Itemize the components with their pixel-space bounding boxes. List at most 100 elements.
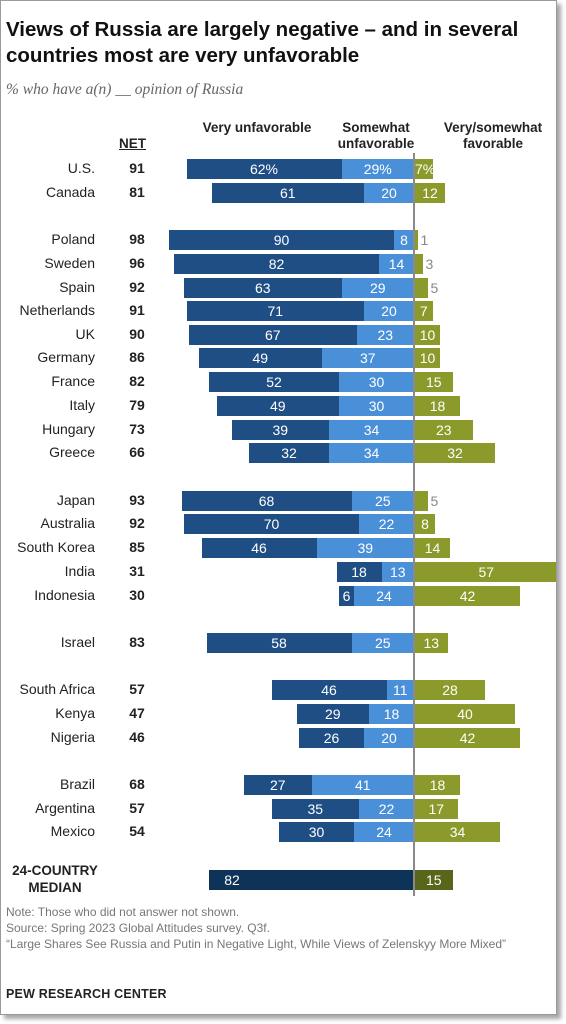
bar-favorable <box>415 278 428 298</box>
label-favorable: 13 <box>423 635 440 651</box>
bar-very-unfavorable <box>201 538 317 558</box>
label-somewhat-unfavorable: 23 <box>377 327 394 343</box>
country-label: Germany <box>37 349 95 365</box>
label-somewhat-unfavorable: 30 <box>368 374 385 390</box>
net-value: 57 <box>129 681 145 697</box>
bar-somewhat-unfavorable <box>341 278 414 298</box>
label-somewhat-unfavorable: 25 <box>374 493 391 509</box>
country-label: France <box>51 373 95 389</box>
country-label: Argentina <box>35 800 95 816</box>
label-somewhat-unfavorable: 22 <box>378 516 395 532</box>
label-very-unfavorable: 39 <box>272 422 289 438</box>
label-somewhat-unfavorable: 29 <box>369 280 386 296</box>
label-somewhat-unfavorable: 30 <box>368 398 385 414</box>
label-somewhat-unfavorable: 24 <box>376 588 392 604</box>
chart-notes: Note: Those who did not answer not shown… <box>6 904 551 952</box>
header-very-unfavorable: Very unfavorable <box>202 120 312 135</box>
country-label: Netherlands <box>19 302 96 318</box>
country-label: Poland <box>51 231 95 247</box>
label-somewhat-unfavorable: 37 <box>359 350 376 366</box>
header-net: NET <box>119 136 146 151</box>
bar-somewhat-unfavorable <box>339 396 414 416</box>
bar-very-unfavorable <box>181 491 352 511</box>
label-favorable: 10 <box>419 350 436 366</box>
country-label: Indonesia <box>34 587 95 603</box>
label-median-favorable: 15 <box>425 872 442 888</box>
label-very-unfavorable: 30 <box>308 824 325 840</box>
note-text: Note: Those who did not answer not shown… <box>6 905 240 919</box>
label-very-unfavorable: 90 <box>273 232 290 248</box>
header-favorable: Very/somewhat favorable <box>443 120 543 151</box>
net-value: 31 <box>129 563 145 579</box>
bar-somewhat-unfavorable <box>379 254 414 274</box>
bar-favorable <box>415 348 440 368</box>
label-very-unfavorable: 46 <box>251 540 267 556</box>
bar-favorable <box>415 159 433 179</box>
label-somewhat-unfavorable: 18 <box>383 706 400 722</box>
label-favorable: 7% <box>415 161 436 177</box>
country-label: Brazil <box>59 776 95 792</box>
label-very-unfavorable: 49 <box>269 398 286 414</box>
bar-somewhat-unfavorable <box>364 728 414 748</box>
bar-somewhat-unfavorable <box>354 822 414 842</box>
bar-favorable <box>415 325 440 345</box>
label-favorable: 14 <box>424 540 441 556</box>
net-value: 66 <box>129 444 145 460</box>
label-very-unfavorable: 18 <box>351 564 367 580</box>
chart-subtitle: % who have a(n) __ opinion of Russia <box>6 81 244 98</box>
bar-somewhat-unfavorable <box>311 775 414 795</box>
bar-somewhat-unfavorable <box>369 704 414 724</box>
bar-very-unfavorable <box>271 680 387 700</box>
bar-very-unfavorable <box>199 348 322 368</box>
label-favorable: 8 <box>421 516 429 532</box>
country-label: UK <box>75 326 95 342</box>
country-label: India <box>64 563 95 579</box>
bar-very-unfavorable <box>184 278 342 298</box>
label-very-unfavorable: 82 <box>268 256 285 272</box>
label-very-unfavorable: 67 <box>264 327 281 343</box>
bar-somewhat-unfavorable <box>386 680 414 700</box>
label-somewhat-unfavorable: 11 <box>392 682 408 698</box>
country-label: Hungary <box>42 421 95 437</box>
label-somewhat-unfavorable: 25 <box>374 635 391 651</box>
net-value: 90 <box>129 326 145 342</box>
bar-favorable <box>415 538 450 558</box>
bar-favorable <box>415 301 433 321</box>
label-favorable: 42 <box>459 588 476 604</box>
bar-median-unfavorable <box>209 870 414 890</box>
bar-very-unfavorable <box>174 254 379 274</box>
bar-very-unfavorable <box>216 396 339 416</box>
net-value: 79 <box>129 397 145 413</box>
bar-favorable <box>415 491 428 511</box>
bar-somewhat-unfavorable <box>364 301 414 321</box>
country-label: Canada <box>45 184 95 200</box>
bar-favorable <box>415 799 458 819</box>
bar-very-unfavorable <box>209 372 339 392</box>
country-label: U.S. <box>67 160 95 176</box>
label-very-unfavorable: 32 <box>281 445 297 461</box>
pew-logo-text: PEW RESEARCH CENTER <box>6 987 167 1001</box>
header-somewhat-unfavorable: Somewhat unfavorable <box>337 120 415 151</box>
label-somewhat-unfavorable: 20 <box>381 185 397 201</box>
label-somewhat-unfavorable: 13 <box>389 564 406 580</box>
bar-very-unfavorable <box>244 775 312 795</box>
country-label: Italy <box>69 397 95 413</box>
bar-very-unfavorable <box>189 325 357 345</box>
bar-favorable <box>415 728 520 748</box>
bar-somewhat-unfavorable <box>341 159 414 179</box>
label-favorable: 23 <box>435 422 452 438</box>
bar-favorable <box>415 822 500 842</box>
bar-somewhat-unfavorable <box>351 491 414 511</box>
bar-very-unfavorable <box>271 799 359 819</box>
net-value: 85 <box>129 539 145 555</box>
chart-frame: Views of Russia are largely negative – a… <box>0 0 557 1015</box>
label-very-unfavorable: 68 <box>258 493 275 509</box>
label-very-unfavorable: 52 <box>266 374 282 390</box>
label-favorable: 40 <box>457 706 473 722</box>
label-somewhat-unfavorable: 14 <box>388 256 405 272</box>
label-very-unfavorable: 58 <box>271 635 287 651</box>
bar-somewhat-unfavorable <box>316 538 414 558</box>
country-label: South Africa <box>19 681 96 697</box>
bar-very-unfavorable <box>299 728 364 748</box>
bar-somewhat-unfavorable <box>364 183 414 203</box>
